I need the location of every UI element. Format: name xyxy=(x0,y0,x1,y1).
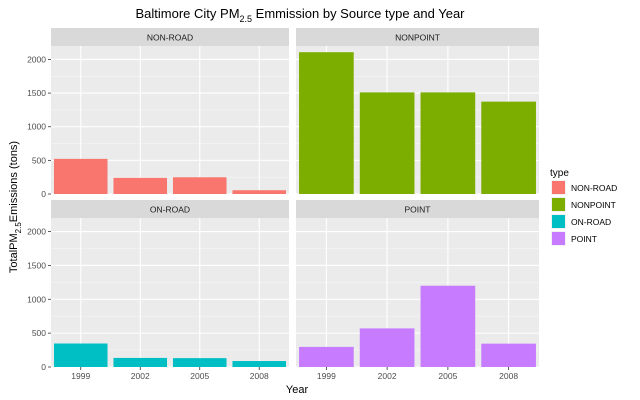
bar-non-road-2002 xyxy=(113,177,168,194)
bar-on-road-2002 xyxy=(113,357,168,367)
legend: type NON-ROAD NONPOINT ON-ROAD POINT xyxy=(550,168,617,246)
bar-point-2008 xyxy=(481,343,536,367)
bar-point-1999 xyxy=(299,346,354,367)
y-tick-label: 1500 xyxy=(27,88,46,98)
y-tick-label: 1500 xyxy=(27,260,46,270)
bar-point-2002 xyxy=(359,328,415,367)
panel-background-on-road xyxy=(51,218,289,367)
bar-non-road-2005 xyxy=(172,177,227,194)
y-tick-label: 0 xyxy=(41,189,46,199)
bar-nonpoint-2002 xyxy=(359,92,415,194)
facet-strip-point xyxy=(296,200,539,218)
x-tick-label: 2005 xyxy=(190,371,209,381)
bar-nonpoint-2008 xyxy=(481,101,536,194)
facet-strip-non-road xyxy=(51,28,289,46)
legend-label-on-road: ON-ROAD xyxy=(571,217,611,227)
chart-title: Baltimore City PM2.5 Emmission by Source… xyxy=(136,6,466,24)
bar-on-road-2005 xyxy=(172,358,227,367)
legend-key-non-road xyxy=(552,181,565,194)
bar-non-road-1999 xyxy=(53,158,108,194)
facet-strip-label-non-road: NON-ROAD xyxy=(147,33,193,43)
bar-on-road-1999 xyxy=(53,343,108,367)
facet-strip-label-on-road: ON-ROAD xyxy=(150,205,190,215)
legend-key-point xyxy=(552,232,565,245)
x-tick-label: 2008 xyxy=(499,371,518,381)
y-axis-title: TotalPM2.5Emissions (tons) xyxy=(8,141,23,273)
facet-strip-label-nonpoint: NONPOINT xyxy=(395,33,440,43)
panel-background-point xyxy=(296,218,539,367)
y-tick-label: 1000 xyxy=(27,294,46,304)
facet-strip-nonpoint xyxy=(296,28,539,46)
y-tick-label: 2000 xyxy=(27,227,46,237)
x-tick-label: 2005 xyxy=(438,371,457,381)
bar-point-2005 xyxy=(420,285,476,367)
x-tick-label: 2008 xyxy=(250,371,269,381)
y-tick-label: 500 xyxy=(32,155,46,165)
bar-on-road-2008 xyxy=(232,361,287,367)
x-tick-label: 2002 xyxy=(378,371,397,381)
bar-nonpoint-1999 xyxy=(299,52,354,195)
facet-strip-label-point: POINT xyxy=(405,205,431,215)
x-axis-title: Year xyxy=(286,384,309,396)
legend-key-on-road xyxy=(552,215,565,228)
bar-non-road-2008 xyxy=(232,190,287,194)
facet-strip-on-road xyxy=(51,200,289,218)
legend-key-nonpoint xyxy=(552,198,565,211)
x-tick-label: 1999 xyxy=(71,371,90,381)
y-tick-label: 0 xyxy=(41,362,46,372)
legend-label-non-road: NON-ROAD xyxy=(571,183,617,193)
x-tick-label: 2002 xyxy=(131,371,150,381)
facet-panels: NON-ROAD 0 500 1000 1500 2000 NONPOINT ON-ROAD 0… xyxy=(27,28,539,381)
legend-title: type xyxy=(550,168,569,179)
bar-nonpoint-2005 xyxy=(420,92,476,194)
y-tick-label: 500 xyxy=(32,328,46,338)
y-tick-label: 2000 xyxy=(27,54,46,64)
y-tick-label: 1000 xyxy=(27,122,46,132)
legend-label-point: POINT xyxy=(571,234,597,244)
legend-label-nonpoint: NONPOINT xyxy=(571,200,616,210)
x-tick-label: 1999 xyxy=(317,371,336,381)
